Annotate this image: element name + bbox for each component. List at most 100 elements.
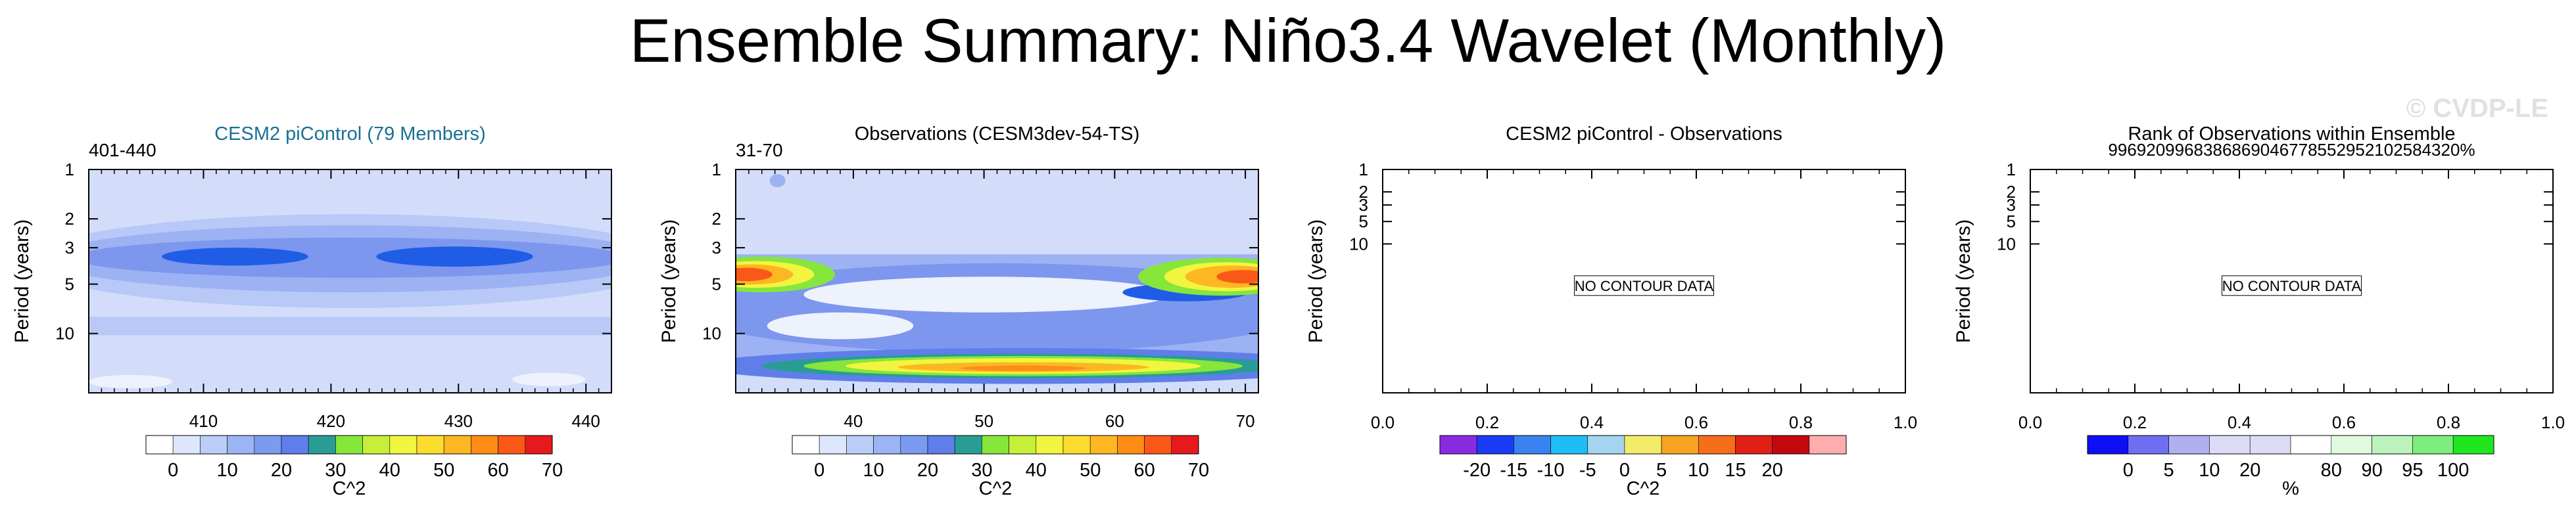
colorbar-box [308, 435, 336, 455]
colorbar-box [846, 435, 874, 455]
colorbar-box [1036, 435, 1064, 455]
plot-area [89, 169, 611, 393]
x-tick-label: 50 [974, 411, 993, 431]
colorbar-box [1772, 435, 1810, 455]
colorbar-label: 0 [2123, 460, 2134, 481]
colorbar-label: 90 [2361, 460, 2382, 481]
colorbar-label: 15 [1725, 460, 1746, 481]
colorbar-label: 30 [325, 460, 346, 481]
panel-title: Observations (CESM3dev-54-TS) [855, 123, 1140, 145]
colorbar-frame [792, 435, 1199, 455]
panel-title: Rank of Observations within Ensemble [2128, 123, 2455, 145]
colorbar-label: 10 [216, 460, 237, 481]
colorbar-label: 80 [2321, 460, 2342, 481]
colorbar-box [145, 435, 174, 455]
colorbar-label: 50 [1080, 460, 1101, 481]
colorbar-box [2168, 435, 2210, 455]
colorbar-box [172, 435, 201, 455]
watermark: © CVDP-LE [2406, 94, 2548, 123]
colorbar-frame [145, 435, 553, 455]
colorbar-unit: C^2 [333, 478, 366, 499]
colorbar-box [2209, 435, 2251, 455]
colorbar-label: 50 [433, 460, 454, 481]
colorbar-label: -15 [1500, 460, 1527, 481]
colorbar-unit: C^2 [1627, 478, 1660, 499]
x-tick-label: 440 [572, 411, 600, 431]
colorbar-label: -20 [1463, 460, 1491, 481]
plot-frame [88, 169, 612, 393]
figure-title: Ensemble Summary: Niño3.4 Wavelet (Month… [630, 6, 1947, 75]
contour-hotspot [1216, 270, 1258, 284]
colorbar-label: 10 [1688, 460, 1709, 481]
contour-band-long-period [89, 317, 611, 336]
colorbar-box [281, 435, 309, 455]
no-data-box [2222, 275, 2362, 296]
y-tick-label: 1 [712, 160, 721, 179]
y-tick-label: 1 [2007, 160, 2016, 179]
panel-left-label: 31-70 [736, 140, 783, 160]
x-tick-label: 60 [1105, 411, 1124, 431]
colorbar-box [1550, 435, 1588, 455]
colorbar-box [335, 435, 363, 455]
colorbar-box [1698, 435, 1736, 455]
contour-band [89, 237, 611, 278]
colorbar-box [525, 435, 553, 455]
y-tick-label: 2 [1359, 182, 1368, 202]
x-tick-label: 0.2 [2123, 413, 2147, 432]
colorbar-box [927, 435, 955, 455]
colorbar-box [2290, 435, 2332, 455]
colorbar-unit: % [2282, 478, 2299, 499]
colorbar-label: 10 [863, 460, 884, 481]
colorbar-box [1009, 435, 1037, 455]
colorbar-label: 0 [814, 460, 824, 481]
colorbar-box [792, 435, 820, 455]
colorbar-box [1735, 435, 1773, 455]
colorbar-box [1809, 435, 1847, 455]
colorbar-box [416, 435, 444, 455]
colorbar-box [2372, 435, 2413, 455]
x-tick-label: 1.0 [1894, 413, 1917, 432]
colorbar-label: 20 [917, 460, 938, 481]
panel-title: CESM2 piControl - Observations [1506, 123, 1782, 145]
colorbar-box [2331, 435, 2372, 455]
x-tick-label: 0.6 [1684, 413, 1708, 432]
colorbar-label: 5 [1656, 460, 1667, 481]
contour-band [803, 277, 1170, 313]
y-axis-label: Period (years) [1953, 219, 1974, 343]
colorbar-box [2087, 435, 2129, 455]
colorbar-label: 70 [1188, 460, 1209, 481]
colorbar-box [1062, 435, 1091, 455]
colorbar-label: 60 [487, 460, 508, 481]
x-tick-label: 0.6 [2332, 413, 2356, 432]
contour-band [769, 174, 786, 187]
y-axis-label: Period (years) [1305, 219, 1327, 343]
colorbar-box [498, 435, 526, 455]
colorbar-frame [1439, 435, 1847, 455]
y-tick-label: 2 [712, 209, 721, 229]
colorbar-label: 70 [542, 460, 563, 481]
y-tick-label: 10 [55, 324, 74, 344]
colorbar-label: 40 [1026, 460, 1047, 481]
colorbar-box [1587, 435, 1625, 455]
y-tick-label: 3 [65, 238, 74, 258]
x-tick-label: 410 [189, 411, 218, 431]
x-tick-label: 0.0 [2018, 413, 2042, 432]
colorbar-box [362, 435, 391, 455]
y-tick-label: 3 [712, 238, 721, 258]
y-tick-label: 2 [65, 209, 74, 229]
plot-area [736, 169, 1258, 393]
contour-band [89, 374, 173, 389]
colorbar-box [471, 435, 498, 455]
colorbar-box [200, 435, 227, 455]
x-tick-label: 0.8 [2437, 413, 2460, 432]
y-tick-label: 1 [65, 160, 74, 179]
colorbar-box [389, 435, 417, 455]
panel-left-label: 401-440 [89, 140, 156, 160]
colorbar-label: 60 [1133, 460, 1155, 481]
no-data-text: NO CONTOUR DATA [1575, 278, 1714, 294]
x-tick-label: 0.8 [1789, 413, 1813, 432]
y-tick-label: 1 [1359, 160, 1368, 179]
x-tick-label: 0.4 [1580, 413, 1604, 432]
chart-panel-p2: 1 2 3 5 10 Period (years) 40 50 60 70 Observations… [658, 123, 1259, 499]
